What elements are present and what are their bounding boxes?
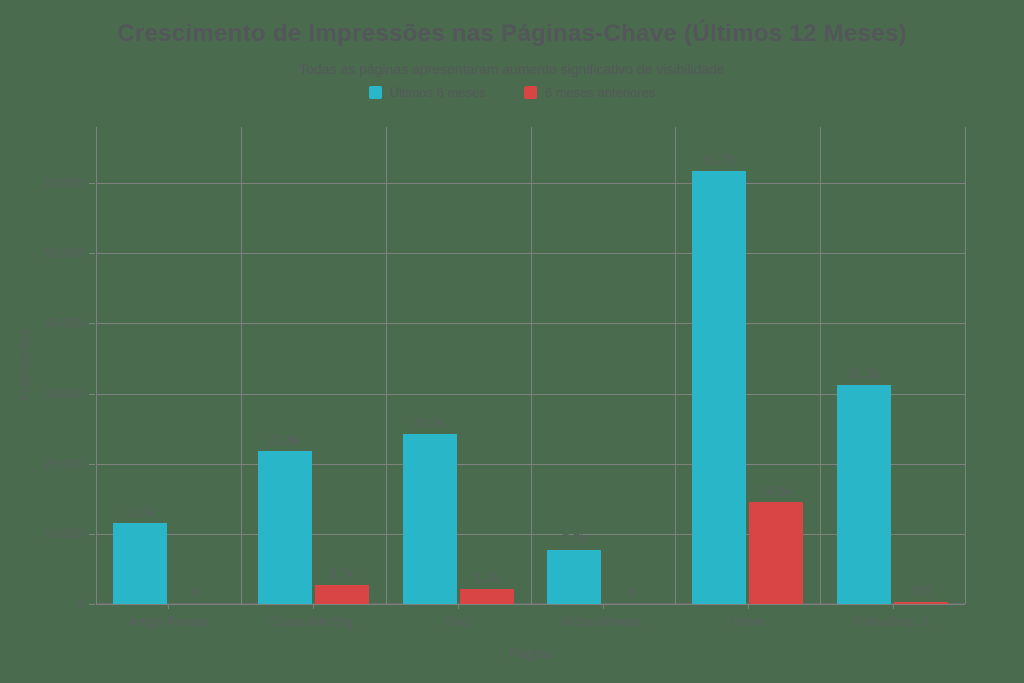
bar-value-label: 11.6k xyxy=(124,504,156,519)
bar-value-label: 7.7k xyxy=(562,531,587,546)
y-tick-label: 60,000 xyxy=(44,175,84,191)
x-tick-label: Trilha Emp. J. xyxy=(852,614,933,629)
bar-value-label: 158 xyxy=(910,583,932,598)
x-tickmark xyxy=(602,604,604,609)
y-tickmark xyxy=(89,533,95,535)
legend-label: 6 meses anteriores xyxy=(544,85,656,100)
gridline-v xyxy=(820,127,822,604)
gridline-v xyxy=(530,127,532,604)
bar-value-label: 2.7k xyxy=(329,566,355,581)
legend-label: Últimos 6 meses xyxy=(389,85,486,100)
x-tick-label: Ficha Aliment. xyxy=(562,614,644,629)
y-tick-label: 20,000 xyxy=(44,455,84,471)
gridline-v xyxy=(965,127,966,604)
legend-item-1[interactable]: 6 meses anteriores xyxy=(523,85,656,100)
bar-value-label: 24.3k xyxy=(413,415,446,430)
plot-area: 11.6k 21.8k 24.3k 7.7k 61.7k 31.2k 0 2.7k 2.2k 0 1… xyxy=(96,127,966,605)
bar-current xyxy=(837,385,892,604)
gridline-h xyxy=(96,604,965,605)
bar-value-label: 61.7k xyxy=(703,152,736,167)
y-tickmark xyxy=(89,604,95,605)
gridline-v xyxy=(240,127,242,604)
chart-title: Crescimento de Impressões nas Páginas-Ch… xyxy=(117,20,907,47)
legend-item-0[interactable]: Últimos 6 meses xyxy=(368,85,486,100)
y-tick-label: 0 xyxy=(76,596,84,611)
y-tickmark xyxy=(89,253,95,255)
y-tickmark xyxy=(89,183,95,185)
y-tickmark xyxy=(89,463,95,465)
x-tick-label: FAQ xyxy=(445,614,472,629)
bar-previous xyxy=(749,502,804,604)
y-tick-label: 40,000 xyxy=(44,315,84,331)
legend-swatch-icon xyxy=(368,86,382,99)
y-tick-label: 10,000 xyxy=(44,525,84,541)
gridline-v xyxy=(96,127,97,604)
x-tickmark xyxy=(892,604,894,609)
bar-previous xyxy=(459,589,514,604)
x-tickmark xyxy=(168,604,170,609)
bar-current xyxy=(402,434,457,604)
y-tick-label: 50,000 xyxy=(44,245,84,261)
x-tickmark xyxy=(313,604,315,609)
x-tick-label: Curso Mkt Dig. xyxy=(270,614,357,629)
bar-previous xyxy=(314,585,369,604)
x-tick-label: Home xyxy=(730,614,766,629)
bar-value-label: 0 xyxy=(193,585,201,600)
bar-current xyxy=(692,171,747,604)
bar-value-label: 31.2k xyxy=(848,366,880,381)
x-tickmark xyxy=(747,604,749,609)
bar-current xyxy=(547,550,602,604)
bar-current xyxy=(257,451,312,604)
chart-subtitle: Todas as páginas apresentaram aumento si… xyxy=(299,61,725,77)
bar-current xyxy=(112,523,167,604)
y-tickmark xyxy=(89,393,95,395)
bar-value-label: 14.5k xyxy=(760,483,793,498)
legend-swatch-icon xyxy=(523,86,537,99)
x-axis-title: Página xyxy=(508,645,553,661)
legend: Últimos 6 meses 6 meses anteriores xyxy=(0,85,1024,100)
y-tick-label: 30,000 xyxy=(44,385,84,401)
bar-value-label: 2.2k xyxy=(474,570,499,585)
bar-previous xyxy=(894,602,949,604)
bar-value-label: 0 xyxy=(627,585,636,600)
gridline-v xyxy=(675,127,677,604)
x-tick-label: Artigo Prompt xyxy=(128,614,209,629)
gridline-v xyxy=(385,127,387,604)
bar-value-label: 21.8k xyxy=(268,432,301,447)
y-tickmark xyxy=(89,323,95,325)
x-tickmark xyxy=(458,604,460,609)
